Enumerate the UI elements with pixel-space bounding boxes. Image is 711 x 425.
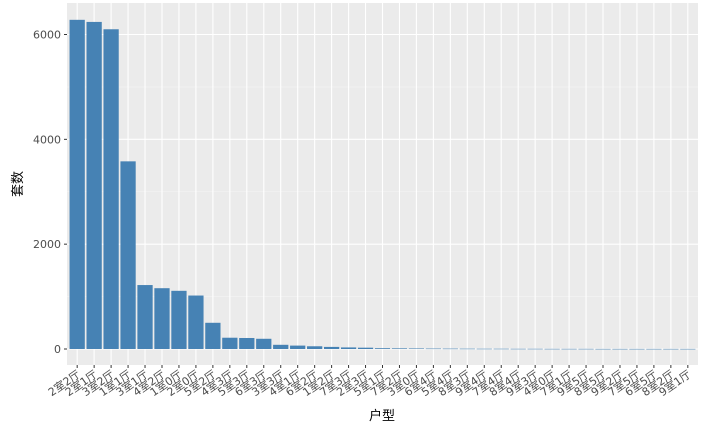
bar xyxy=(527,348,543,350)
bar xyxy=(561,348,577,350)
bar xyxy=(103,29,119,350)
bar xyxy=(493,348,509,350)
y-tick-label: 2000 xyxy=(33,238,61,251)
bar xyxy=(510,348,526,350)
y-axis-ticks: 0 2000 4000 6000 xyxy=(33,29,67,356)
bar xyxy=(290,345,306,349)
bar xyxy=(323,346,340,349)
bar xyxy=(544,348,560,350)
bar xyxy=(137,285,153,349)
y-axis-title: 套数 xyxy=(10,171,26,197)
y-tick-label: 6000 xyxy=(33,29,61,42)
bar xyxy=(459,348,475,350)
bar xyxy=(154,288,170,349)
bar xyxy=(171,290,187,349)
bar xyxy=(273,344,289,349)
bar xyxy=(663,348,679,350)
bar xyxy=(391,348,408,349)
bar xyxy=(442,348,458,350)
bar xyxy=(340,347,357,349)
bar xyxy=(222,337,238,349)
bar xyxy=(120,161,136,349)
bar xyxy=(357,347,374,349)
bar xyxy=(612,348,628,350)
bar xyxy=(69,19,85,349)
x-axis-title: 户型 xyxy=(369,408,395,424)
bar xyxy=(408,348,425,349)
bar xyxy=(680,348,696,350)
bars xyxy=(69,19,696,350)
bar xyxy=(476,348,492,350)
bar xyxy=(239,337,255,349)
bar xyxy=(205,322,221,349)
bar xyxy=(595,348,611,350)
bar xyxy=(374,348,391,349)
bar xyxy=(188,295,204,349)
bar xyxy=(256,338,272,349)
y-tick-label: 0 xyxy=(54,343,61,356)
y-tick-label: 4000 xyxy=(33,133,61,146)
bar xyxy=(86,21,102,349)
bar xyxy=(629,348,645,350)
bar xyxy=(578,348,594,350)
bar xyxy=(307,346,323,349)
x-axis-ticks: 2室2厅2室1厅3室2厅1室1厅3室1厅4室2厅1室0厅2室0厅5室2厅4室3厅… xyxy=(45,365,694,399)
bar xyxy=(646,348,662,350)
bar xyxy=(425,348,442,350)
